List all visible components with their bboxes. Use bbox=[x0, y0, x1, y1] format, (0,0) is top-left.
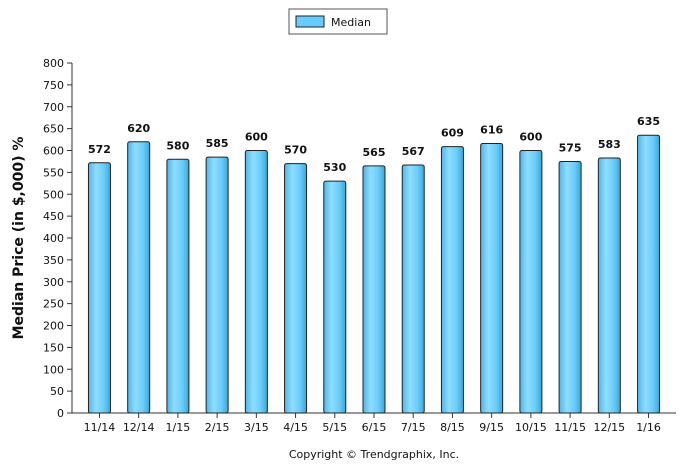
data-label: 530 bbox=[323, 161, 346, 174]
x-tick-label: 1/15 bbox=[166, 421, 191, 434]
bar bbox=[323, 180, 347, 414]
y-tick-label: 550 bbox=[43, 166, 64, 179]
data-label: 600 bbox=[245, 131, 268, 144]
y-tick-label: 700 bbox=[43, 101, 64, 114]
y-tick-label: 150 bbox=[43, 341, 64, 354]
bar bbox=[244, 150, 268, 414]
y-tick-label: 50 bbox=[50, 385, 64, 398]
bar bbox=[519, 150, 543, 414]
bars: 572 620 580 585 600 570 530 565 567 609 616 600 575 5… bbox=[87, 115, 661, 414]
y-tick-label: 500 bbox=[43, 188, 64, 201]
y-tick-label: 300 bbox=[43, 276, 64, 289]
y-tick-label: 350 bbox=[43, 254, 64, 267]
bar bbox=[205, 156, 229, 414]
data-label: 583 bbox=[598, 138, 621, 151]
bar bbox=[558, 160, 582, 414]
y-tick-label: 800 bbox=[43, 57, 64, 70]
bar bbox=[127, 141, 151, 414]
y-tick-label: 450 bbox=[43, 210, 64, 223]
x-tick-label: 1/16 bbox=[636, 421, 661, 434]
y-axis-title: Median Price (in $,000) % bbox=[11, 137, 27, 340]
y-tick-label: 0 bbox=[57, 407, 64, 420]
legend-swatch bbox=[295, 15, 325, 28]
data-label: 570 bbox=[284, 144, 307, 157]
bar bbox=[362, 165, 386, 414]
y-tick-label: 650 bbox=[43, 123, 64, 136]
y-axis-ticks: 0 50 100 150 200 250 300 350 400 450 500 550 600 650 7… bbox=[43, 57, 72, 420]
data-label: 567 bbox=[402, 145, 425, 158]
x-tick-label: 10/15 bbox=[515, 421, 547, 434]
data-label: 585 bbox=[206, 137, 229, 150]
bar bbox=[87, 162, 111, 414]
data-label: 609 bbox=[441, 127, 464, 140]
y-tick-label: 400 bbox=[43, 232, 64, 245]
x-tick-label: 2/15 bbox=[205, 421, 230, 434]
copyright-text: Copyright © Trendgraphix, Inc. bbox=[289, 448, 459, 461]
y-tick-label: 750 bbox=[43, 79, 64, 92]
data-label: 580 bbox=[166, 139, 189, 152]
y-tick-label: 100 bbox=[43, 363, 64, 376]
x-tick-label: 8/15 bbox=[440, 421, 465, 434]
x-tick-label: 4/15 bbox=[283, 421, 308, 434]
x-axis-ticks: 11/14 12/14 1/15 2/15 3/15 4/15 5/15 6/15 7/15 8/… bbox=[84, 413, 661, 434]
bar bbox=[597, 157, 621, 414]
x-tick-label: 9/15 bbox=[479, 421, 504, 434]
bar bbox=[166, 158, 190, 414]
data-label: 620 bbox=[127, 122, 150, 135]
data-label: 600 bbox=[519, 131, 542, 144]
x-tick-label: 12/14 bbox=[123, 421, 155, 434]
legend: Median bbox=[288, 8, 388, 35]
x-tick-label: 5/15 bbox=[322, 421, 347, 434]
bar bbox=[480, 143, 504, 414]
x-tick-label: 3/15 bbox=[244, 421, 269, 434]
x-tick-label: 11/14 bbox=[84, 421, 116, 434]
y-tick-label: 200 bbox=[43, 320, 64, 333]
data-label: 565 bbox=[363, 146, 386, 159]
y-tick-label: 250 bbox=[43, 298, 64, 311]
x-tick-label: 11/15 bbox=[554, 421, 586, 434]
data-label: 635 bbox=[637, 115, 660, 128]
data-label: 616 bbox=[480, 124, 503, 137]
bar bbox=[284, 163, 308, 414]
x-tick-label: 7/15 bbox=[401, 421, 426, 434]
legend-label: Median bbox=[331, 16, 371, 29]
x-tick-label: 12/15 bbox=[593, 421, 625, 434]
bar bbox=[637, 134, 661, 414]
data-label: 572 bbox=[88, 143, 111, 156]
bar bbox=[440, 146, 464, 414]
bar bbox=[401, 164, 425, 414]
data-label: 575 bbox=[559, 141, 582, 154]
y-tick-label: 600 bbox=[43, 145, 64, 158]
x-tick-label: 6/15 bbox=[362, 421, 387, 434]
